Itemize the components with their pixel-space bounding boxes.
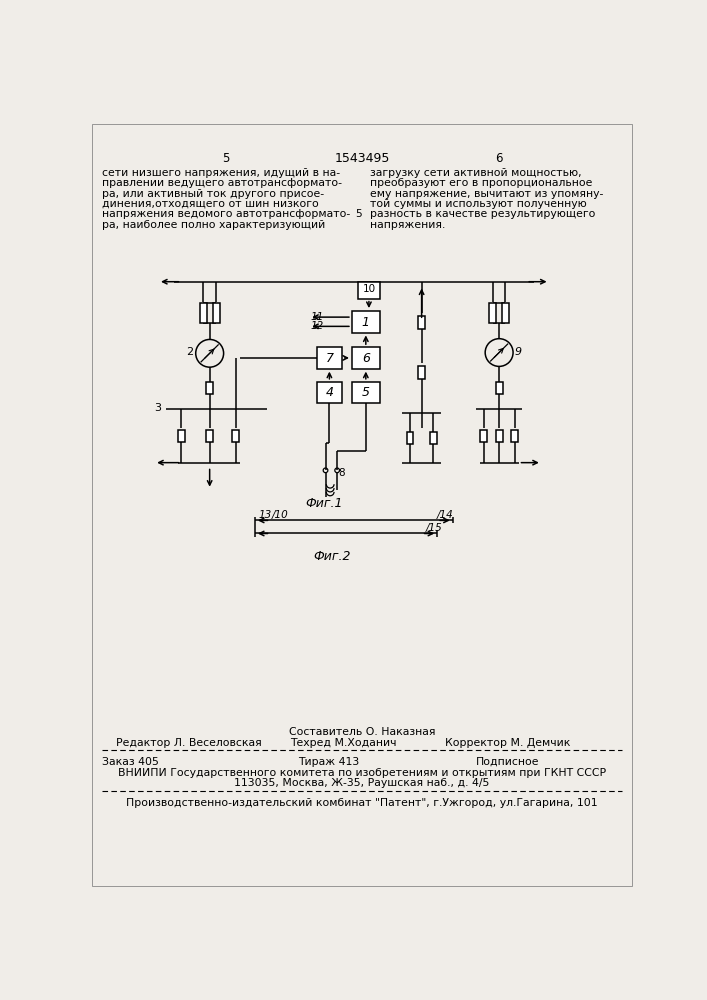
Text: разность в качестве результирующего: разность в качестве результирующего <box>370 209 595 219</box>
Text: Производственно-издательский комбинат "Патент", г.Ужгород, ул.Гагарина, 101: Производственно-издательский комбинат "П… <box>126 798 597 808</box>
Text: Фиг.2: Фиг.2 <box>313 550 351 563</box>
Text: 10: 10 <box>363 284 375 294</box>
Bar <box>502 303 509 323</box>
Text: 1543495: 1543495 <box>334 152 390 165</box>
Text: 11: 11 <box>311 312 324 322</box>
Text: динения,отходящего от шин низкого: динения,отходящего от шин низкого <box>103 199 319 209</box>
Bar <box>418 366 425 379</box>
Text: Составитель О. Наказная: Составитель О. Наказная <box>288 727 436 737</box>
Bar <box>199 303 206 323</box>
Text: ему напряжение, вычитают из упомяну-: ему напряжение, вычитают из упомяну- <box>370 189 603 199</box>
Bar <box>178 430 185 442</box>
Bar <box>213 303 220 323</box>
Text: Техред М.Ходанич: Техред М.Ходанич <box>290 738 397 748</box>
Bar <box>352 347 380 369</box>
Text: /15: /15 <box>426 523 443 533</box>
Text: 6: 6 <box>362 352 370 365</box>
Text: 5: 5 <box>362 386 370 399</box>
Text: Редактор Л. Веселовская: Редактор Л. Веселовская <box>115 738 262 748</box>
Text: ра, или активный ток другого присое-: ра, или активный ток другого присое- <box>103 189 325 199</box>
Bar <box>358 282 380 299</box>
Text: 4: 4 <box>325 386 334 399</box>
Bar <box>317 347 341 369</box>
Bar <box>317 382 341 403</box>
Text: ра, наиболее полно характеризующий: ра, наиболее полно характеризующий <box>103 220 326 230</box>
Text: Корректор М. Демчик: Корректор М. Демчик <box>445 738 571 748</box>
Text: /14: /14 <box>437 510 454 520</box>
Text: той суммы и используют полученную: той суммы и используют полученную <box>370 199 586 209</box>
Text: Подписное: Подписное <box>476 757 539 767</box>
Text: 5: 5 <box>222 152 229 165</box>
Text: 2: 2 <box>187 347 194 357</box>
Text: 6: 6 <box>496 152 503 165</box>
Text: 113035, Москва, Ж-35, Раушская наб., д. 4/5: 113035, Москва, Ж-35, Раушская наб., д. … <box>234 778 490 788</box>
Text: /10: /10 <box>272 510 288 520</box>
Text: напряжения ведомого автотрансформато-: напряжения ведомого автотрансформато- <box>103 209 351 219</box>
Bar <box>352 311 380 333</box>
Text: 13: 13 <box>259 510 272 520</box>
Bar <box>352 382 380 403</box>
Text: преобразуют его в пропорциональное: преобразуют его в пропорциональное <box>370 178 592 188</box>
Text: Заказ 405: Заказ 405 <box>103 757 159 767</box>
Bar <box>232 430 239 442</box>
Text: ВНИИПИ Государственного комитета по изобретениям и открытиям при ГКНТ СССР: ВНИИПИ Государственного комитета по изоб… <box>118 768 606 778</box>
Text: 8: 8 <box>339 468 345 478</box>
Text: Тираж 413: Тираж 413 <box>298 757 359 767</box>
Text: 1: 1 <box>362 316 370 329</box>
Bar <box>496 430 503 442</box>
Text: правлении ведущего автотрансформато-: правлении ведущего автотрансформато- <box>103 178 342 188</box>
Bar <box>511 430 518 442</box>
Bar <box>418 316 425 329</box>
Text: напряжения.: напряжения. <box>370 220 445 230</box>
Text: Фиг.1: Фиг.1 <box>305 497 343 510</box>
Bar <box>489 303 496 323</box>
Bar <box>407 432 414 444</box>
Text: 7: 7 <box>325 352 334 365</box>
Text: загрузку сети активной мощностью,: загрузку сети активной мощностью, <box>370 168 581 178</box>
Bar <box>496 382 503 394</box>
Text: сети низшего напряжения, идущий в на-: сети низшего напряжения, идущий в на- <box>103 168 341 178</box>
Bar <box>206 382 213 394</box>
Text: 9: 9 <box>515 347 522 357</box>
Text: 12: 12 <box>311 321 324 331</box>
Bar <box>430 432 437 444</box>
Text: 3: 3 <box>154 403 161 413</box>
Text: 5: 5 <box>355 209 361 219</box>
Bar <box>206 430 213 442</box>
Bar <box>480 430 487 442</box>
